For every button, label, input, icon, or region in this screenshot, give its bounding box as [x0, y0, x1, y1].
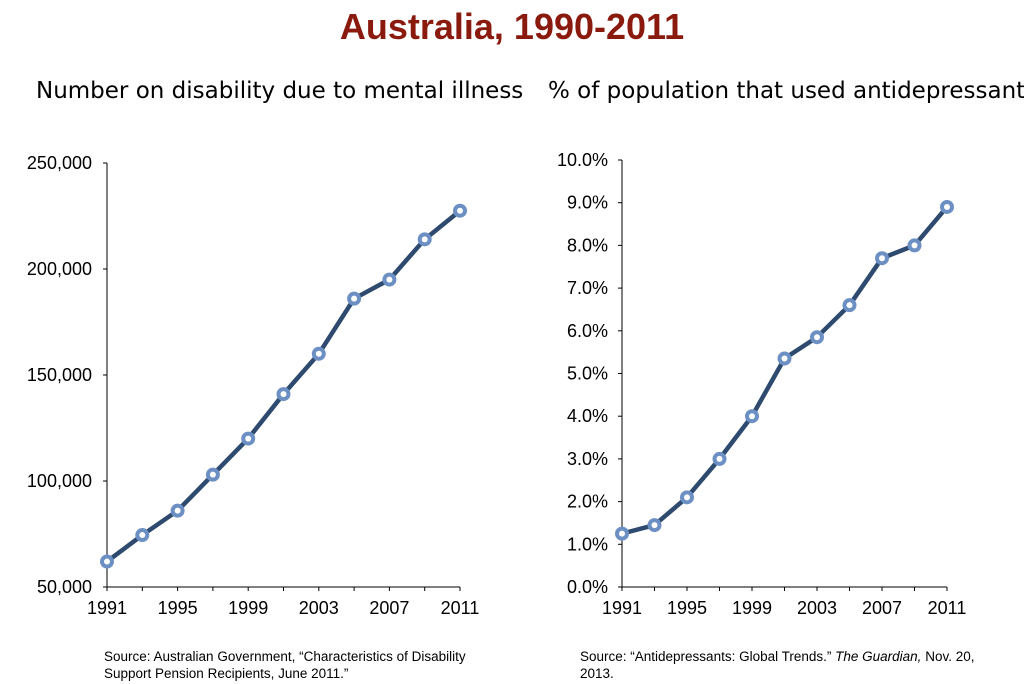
- source-line-2: 2013.: [580, 666, 614, 681]
- data-point: [453, 203, 467, 218]
- source-note-antidepressants: Source: “Antidepressants: Global Trends.…: [580, 648, 1020, 682]
- x-tick-label: 2007: [369, 598, 409, 618]
- x-tick-label: 2003: [299, 598, 339, 618]
- source-prefix: Source: “Antidepressants: Global Trends.…: [580, 649, 836, 664]
- source-line-2: Support Pension Recipients, June 2011.”: [104, 666, 349, 681]
- x-tick-label: 1995: [158, 598, 198, 618]
- y-tick-label: 50,000: [37, 577, 92, 597]
- data-point: [276, 387, 291, 402]
- y-tick-label: 150,000: [27, 365, 92, 385]
- x-tick-label: 1991: [87, 598, 127, 618]
- source-note-disability: Source: Australian Government, “Characte…: [104, 648, 534, 682]
- data-point: [382, 272, 397, 287]
- source-suffix: Nov. 20,: [921, 649, 975, 664]
- y-tick-label: 250,000: [27, 153, 92, 173]
- data-point: [311, 346, 326, 361]
- data-point: [417, 232, 432, 247]
- main-title: Australia, 1990-2011: [339, 6, 685, 47]
- y-tick-label: 100,000: [27, 471, 92, 491]
- series-line: [105, 208, 462, 564]
- x-tick-label: 1999: [228, 598, 268, 618]
- data-point: [100, 554, 114, 569]
- source-publication: The Guardian,: [835, 649, 922, 664]
- data-point: [170, 503, 185, 518]
- data-point: [347, 291, 362, 306]
- data-point: [135, 528, 150, 543]
- data-point: [205, 467, 220, 482]
- chart-title-disability: Number on disability due to mental illne…: [36, 78, 524, 104]
- y-tick-label: 200,000: [27, 259, 92, 279]
- chart-title-antidepressants: % of population that used antidepressant…: [548, 78, 1024, 104]
- source-line-1: Source: Australian Government, “Characte…: [104, 649, 466, 664]
- data-point: [241, 431, 256, 446]
- x-tick-label: 2011: [441, 598, 480, 618]
